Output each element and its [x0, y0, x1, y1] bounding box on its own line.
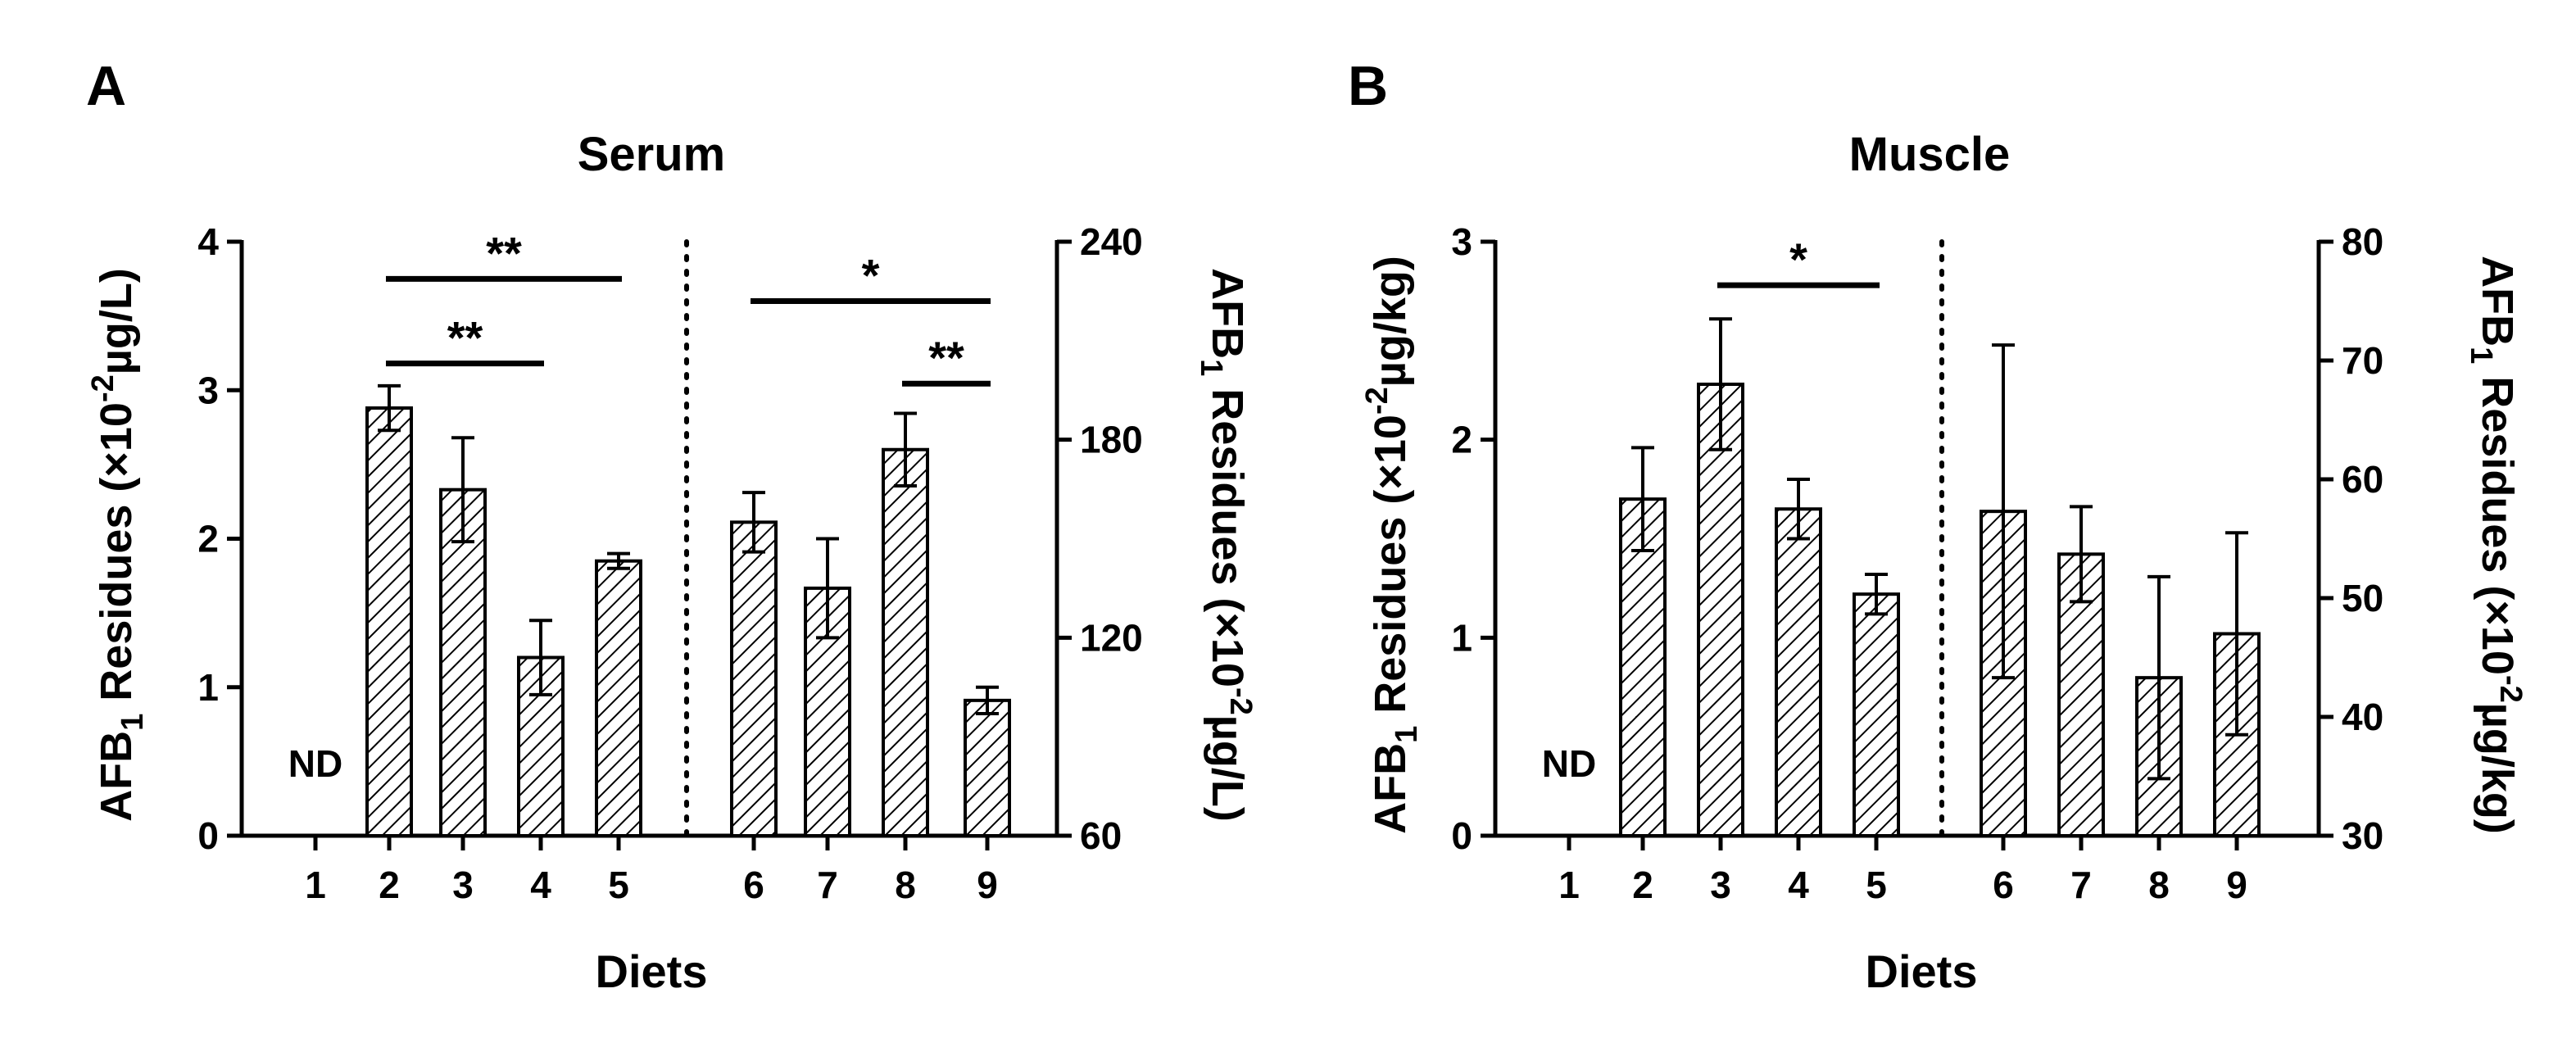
y-tick-label-left-muscle: 2 — [1451, 419, 1472, 461]
y-tick-label-left-serum: 4 — [197, 220, 219, 263]
nd-label-muscle: ND — [1542, 742, 1596, 785]
y-tick-label-right-muscle: 60 — [2342, 458, 2383, 501]
bar-diet-5-serum — [595, 559, 642, 837]
bar-diet-8-serum — [882, 447, 929, 837]
bar-diet-6-serum — [730, 520, 778, 837]
x-tick-label-muscle: 9 — [2226, 864, 2247, 906]
x-axis-label-serum: Diets — [596, 946, 708, 997]
y-tick-label-left-serum: 3 — [197, 369, 219, 411]
chart-title-muscle: Muscle — [1849, 128, 2011, 181]
panel-muscle: B Muscle Diets AFB1 Residues (×10-2µg/kg… — [1348, 55, 2528, 997]
y-tick-label-right-serum: 120 — [1080, 616, 1143, 659]
y-tick-label-right-muscle: 80 — [2342, 220, 2383, 263]
bar-diet-4-muscle — [1775, 507, 1822, 837]
nd-label-serum: ND — [288, 742, 342, 785]
plot-area-muscle: 0 1 2 3 30 40 50 60 70 80 1 2 3 4 5 6 7 8 9 ND * — [1451, 220, 2383, 906]
x-tick-label-muscle: 1 — [1558, 864, 1580, 906]
y-tick-label-right-muscle: 40 — [2342, 696, 2383, 738]
y-axis-label-left-serum: AFB1 Residues (×10-2µg/L) — [86, 268, 150, 822]
x-tick-label-muscle: 4 — [1788, 864, 1809, 906]
x-tick-label-muscle: 7 — [2070, 864, 2092, 906]
y-tick-label-left-muscle: 1 — [1451, 616, 1472, 659]
panel-serum: A Serum Diets AFB1 Residues (×10-2µg/L) … — [86, 55, 1258, 997]
y-axis-label-right-serum: AFB1 Residues (×10-2µg/L) — [1194, 268, 1258, 822]
panel-letter-b: B — [1348, 55, 1388, 117]
y-tick-label-left-muscle: 0 — [1451, 814, 1472, 857]
y-tick-label-right-serum: 60 — [1080, 814, 1122, 857]
y-tick-label-left-serum: 2 — [197, 518, 219, 560]
x-tick-label-muscle: 8 — [2148, 864, 2170, 906]
bar-diet-9-serum — [964, 698, 1011, 837]
bar-diet-2-serum — [365, 406, 413, 837]
bar-diet-5-muscle — [1853, 592, 1900, 838]
x-tick-label-muscle: 6 — [1993, 864, 2014, 906]
significance-label-2-4-serum: ** — [447, 312, 483, 364]
x-tick-label-serum: 4 — [530, 864, 551, 906]
x-tick-label-serum: 7 — [817, 864, 838, 906]
x-axis-label-muscle: Diets — [1866, 946, 1978, 997]
y-axis-label-left-muscle: AFB1 Residues (×10-2µg/kg) — [1360, 256, 1424, 834]
significance-label-3-5-muscle: * — [1789, 234, 1807, 285]
x-tick-label-serum: 6 — [743, 864, 764, 906]
x-tick-label-serum: 3 — [452, 864, 474, 906]
x-tick-label-serum: 5 — [608, 864, 629, 906]
y-tick-label-right-muscle: 50 — [2342, 577, 2383, 619]
x-tick-label-serum: 9 — [977, 864, 998, 906]
y-tick-label-right-serum: 180 — [1080, 419, 1143, 461]
significance-label-8-9-serum: ** — [928, 332, 964, 383]
x-tick-label-serum: 2 — [379, 864, 400, 906]
x-tick-label-serum: 1 — [305, 864, 326, 906]
bar-diet-3-muscle — [1697, 383, 1744, 837]
significance-label-2-5-serum: ** — [486, 227, 522, 279]
x-tick-label-muscle: 2 — [1632, 864, 1653, 906]
y-tick-label-right-muscle: 70 — [2342, 339, 2383, 382]
y-tick-label-right-muscle: 30 — [2342, 814, 2383, 857]
y-axis-label-right-muscle: AFB1 Residues (×10-2µg/kg) — [2464, 256, 2528, 834]
chart-title-serum: Serum — [578, 128, 726, 181]
y-tick-label-left-muscle: 3 — [1451, 220, 1472, 263]
y-tick-label-left-serum: 1 — [197, 666, 219, 709]
y-tick-label-left-serum: 0 — [197, 814, 219, 857]
bar-diet-3-serum — [439, 487, 487, 837]
x-tick-label-serum: 8 — [895, 864, 916, 906]
y-tick-label-right-serum: 240 — [1080, 220, 1143, 263]
significance-label-6-9-serum: * — [862, 250, 880, 302]
bar-diet-2-muscle — [1619, 497, 1667, 838]
x-tick-label-muscle: 5 — [1866, 864, 1887, 906]
x-tick-label-muscle: 3 — [1710, 864, 1731, 906]
panel-letter-a: A — [86, 55, 126, 117]
